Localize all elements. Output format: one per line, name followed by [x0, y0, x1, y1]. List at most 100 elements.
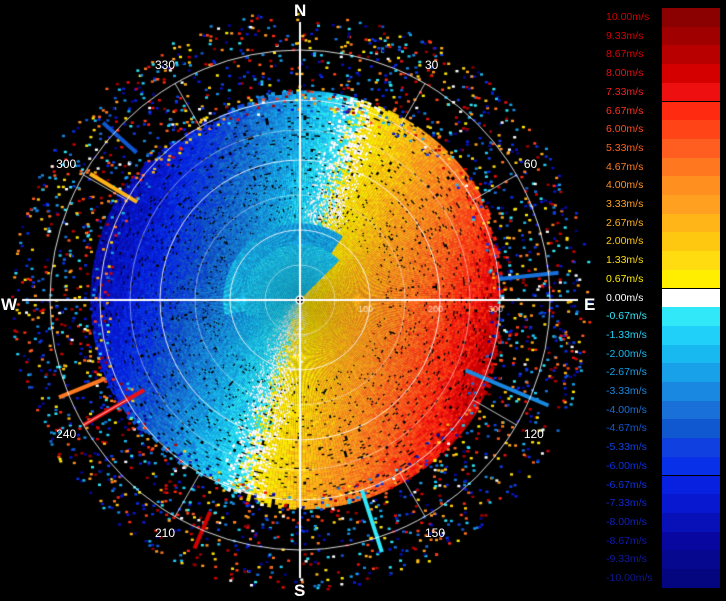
- azimuth-label: 120: [523, 427, 544, 441]
- scale-entry-label: 1.33m/s: [606, 254, 644, 267]
- compass-south-label: S: [294, 581, 306, 600]
- compass-east-label: E: [584, 295, 596, 314]
- scale-entry: -8.00m/s: [604, 512, 724, 532]
- scale-entry: 9.33m/s: [604, 26, 724, 46]
- scale-entry-swatch: [662, 26, 720, 46]
- scale-entry-swatch: [662, 269, 720, 289]
- scale-entry-swatch: [662, 101, 720, 121]
- scale-entry: -4.00m/s: [604, 400, 724, 420]
- scale-entry: 6.67m/s: [604, 101, 724, 121]
- scale-entry-label: -1.33m/s: [606, 328, 647, 341]
- scale-entry-swatch: [662, 288, 720, 308]
- scale-entry-swatch: [662, 438, 720, 457]
- scale-entry: 10.00m/s: [604, 8, 724, 27]
- scale-entry: 4.67m/s: [604, 157, 724, 177]
- scale-entry-swatch: [662, 325, 720, 345]
- scale-entry-label: 9.33m/s: [606, 29, 644, 42]
- scale-entry-swatch: [662, 382, 720, 401]
- azimuth-label: 240: [56, 427, 77, 441]
- scale-entry-label: 6.67m/s: [606, 104, 644, 117]
- scale-entry: 7.33m/s: [604, 82, 724, 102]
- scale-entry-label: 6.00m/s: [606, 123, 644, 136]
- scale-entry: 5.33m/s: [604, 138, 724, 158]
- scale-entry-label: -2.00m/s: [606, 347, 647, 360]
- scale-entry-swatch: [662, 400, 720, 420]
- scale-entry: 0.00m/s: [604, 288, 724, 308]
- scale-entry-label: -4.00m/s: [606, 403, 647, 416]
- scale-entry: 2.00m/s: [604, 232, 724, 252]
- scale-entry-swatch: [662, 251, 720, 270]
- velocity-color-scale: 10.00m/s 9.33m/s 8.67m/s 8.00m/s 7.33m/s 6.67…: [604, 8, 724, 590]
- scale-entry: -6.00m/s: [604, 456, 724, 476]
- scale-entry-swatch: [662, 82, 720, 102]
- scale-entry-label: -8.67m/s: [606, 534, 647, 547]
- scale-entry: -2.00m/s: [604, 344, 724, 364]
- scale-entry: 1.33m/s: [604, 251, 724, 270]
- scale-entry-label: 4.67m/s: [606, 160, 644, 173]
- scale-entry-swatch: [662, 494, 720, 513]
- scale-entry-label: 5.33m/s: [606, 141, 644, 154]
- scale-entry-swatch: [662, 456, 720, 476]
- scale-entry-label: -9.33m/s: [606, 553, 647, 566]
- scale-entry: -5.33m/s: [604, 438, 724, 457]
- scale-entry-label: -4.67m/s: [606, 422, 647, 435]
- scale-entry-swatch: [662, 64, 720, 83]
- scale-entry-swatch: [662, 176, 720, 195]
- scale-entry-swatch: [662, 419, 720, 439]
- scale-entry: 2.67m/s: [604, 213, 724, 233]
- scale-entry-label: 0.00m/s: [606, 291, 644, 304]
- scale-entry-swatch: [662, 120, 720, 139]
- compass-west-label: W: [1, 295, 18, 314]
- scale-entry-label: 0.67m/s: [606, 272, 644, 285]
- scale-entry-label: -2.67m/s: [606, 366, 647, 379]
- scale-entry: 3.33m/s: [604, 195, 724, 214]
- azimuth-label: 300: [56, 157, 77, 171]
- scale-entry-label: -6.00m/s: [606, 459, 647, 472]
- azimuth-label: 30: [425, 58, 439, 73]
- scale-entry-label: -8.00m/s: [606, 515, 647, 528]
- scale-entry-label: 10.00m/s: [606, 11, 650, 23]
- scale-entry-swatch: [662, 512, 720, 532]
- scale-entry-swatch: [662, 213, 720, 233]
- scale-entry-label: -0.67m/s: [606, 310, 647, 323]
- scale-entry-swatch: [662, 550, 720, 569]
- scale-entry: 8.00m/s: [604, 64, 724, 83]
- scale-entry-label: 4.00m/s: [606, 179, 644, 192]
- scale-entry-label: 2.00m/s: [606, 235, 644, 248]
- scale-entry-swatch: [662, 307, 720, 326]
- azimuth-label: 330: [155, 58, 176, 73]
- scale-entry: -7.33m/s: [604, 494, 724, 513]
- scale-entry-swatch: [662, 157, 720, 177]
- scale-entry-swatch: [662, 569, 720, 588]
- compass-north-label: N: [294, 1, 307, 20]
- radar-velocity-display[interactable]: [0, 0, 600, 600]
- scale-entry: 4.00m/s: [604, 176, 724, 195]
- scale-entry-label: 7.33m/s: [606, 85, 644, 98]
- azimuth-label: 150: [425, 525, 446, 540]
- scale-entry: 6.00m/s: [604, 120, 724, 139]
- scale-entry: 0.67m/s: [604, 269, 724, 289]
- scale-entry-label: 8.67m/s: [606, 48, 644, 61]
- scale-entry: -1.33m/s: [604, 325, 724, 345]
- scale-entry: -3.33m/s: [604, 382, 724, 401]
- scale-entry-swatch: [662, 475, 720, 495]
- scale-entry-swatch: [662, 363, 720, 382]
- scale-entry: -10.00m/s: [604, 569, 724, 588]
- scale-entry-swatch: [662, 138, 720, 158]
- scale-entry: -8.67m/s: [604, 531, 724, 551]
- scale-entry-label: -3.33m/s: [606, 385, 647, 397]
- scale-entry: -0.67m/s: [604, 307, 724, 326]
- scale-entry-label: 8.00m/s: [606, 67, 644, 80]
- scale-entry: -6.67m/s: [604, 475, 724, 495]
- azimuth-label: 60: [523, 157, 538, 171]
- scale-entry: -9.33m/s: [604, 550, 724, 569]
- scale-entry-label: -7.33m/s: [606, 497, 647, 510]
- scale-entry-swatch: [662, 195, 720, 214]
- scale-entry: -4.67m/s: [604, 419, 724, 439]
- scale-entry-label: -5.33m/s: [606, 441, 647, 454]
- scale-entry: 8.67m/s: [604, 45, 724, 65]
- scale-entry-swatch: [662, 45, 720, 65]
- azimuth-label: 210: [155, 525, 176, 540]
- scale-entry-swatch: [662, 531, 720, 551]
- scale-entry-label: -10.00m/s: [606, 572, 653, 584]
